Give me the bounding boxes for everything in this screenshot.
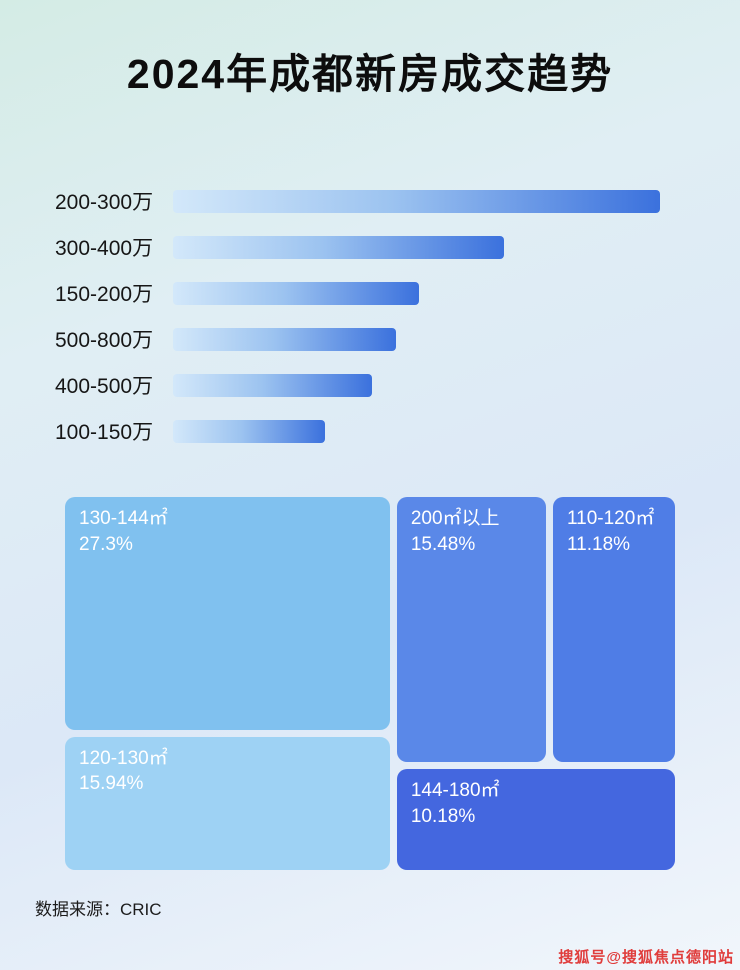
watermark-text: 搜狐号@搜狐焦点德阳站 xyxy=(558,949,734,966)
bar-category-label: 150-200万 xyxy=(55,283,154,306)
bar xyxy=(173,189,660,213)
treemap-block-value: 10.18% xyxy=(410,805,476,827)
treemap-block-label: 144-180㎡ xyxy=(410,779,500,801)
bar-category-label: 400-500万 xyxy=(55,375,154,398)
bar-row: 400-500万 xyxy=(55,362,660,408)
treemap-block: 200㎡以上 15.48% xyxy=(396,497,547,762)
treemap-block: 120-130㎡ 15.94% xyxy=(65,736,391,870)
treemap-block-label: 130-144㎡ xyxy=(79,508,168,529)
bar-row: 100-150万 xyxy=(55,408,660,454)
treemap-block-value: 11.18% xyxy=(567,533,631,555)
page-title: 2024年成都新房成交趋势 xyxy=(126,51,614,97)
bar-row: 150-200万 xyxy=(55,270,660,316)
treemap-block-label: 110-120㎡ xyxy=(567,508,655,529)
bar xyxy=(173,373,372,397)
bar-track xyxy=(173,281,660,305)
bar-chart: 200-300万 300-400万 150-200万 500-800万 400-500万… xyxy=(55,178,660,454)
treemap-block-label: 120-130㎡ xyxy=(79,747,168,769)
treemap-block: 144-180㎡ 10.18% xyxy=(396,768,675,870)
treemap-block-value: 27.3% xyxy=(79,533,133,555)
bar-track xyxy=(173,419,660,443)
bar-row: 200-300万 xyxy=(55,178,660,224)
bar-track xyxy=(173,327,660,351)
data-source-label: 数据来源：CRIC xyxy=(35,900,162,919)
treemap-block: 110-120㎡ 11.18% xyxy=(553,497,675,762)
bar-category-label: 100-150万 xyxy=(55,421,154,444)
bar-category-label: 300-400万 xyxy=(55,237,154,260)
treemap-block-value: 15.48% xyxy=(410,533,476,555)
bar-track xyxy=(173,189,660,213)
bar-track xyxy=(173,235,660,259)
bar xyxy=(173,235,505,259)
bar-category-label: 500-800万 xyxy=(55,329,154,352)
treemap-block-value: 15.94% xyxy=(79,773,144,795)
treemap: 130-144㎡ 27.3% 200㎡以上 15.48% 110-120㎡ 11.18% 1… xyxy=(65,497,675,870)
bar xyxy=(173,327,397,351)
bar-category-label: 200-300万 xyxy=(55,191,154,214)
treemap-block-label: 200㎡以上 xyxy=(410,508,500,529)
bar xyxy=(173,281,419,305)
bar-row: 300-400万 xyxy=(55,224,660,270)
bar-row: 500-800万 xyxy=(55,316,660,362)
bar xyxy=(173,419,326,443)
treemap-block: 130-144㎡ 27.3% xyxy=(65,497,391,731)
bar-track xyxy=(173,373,660,397)
